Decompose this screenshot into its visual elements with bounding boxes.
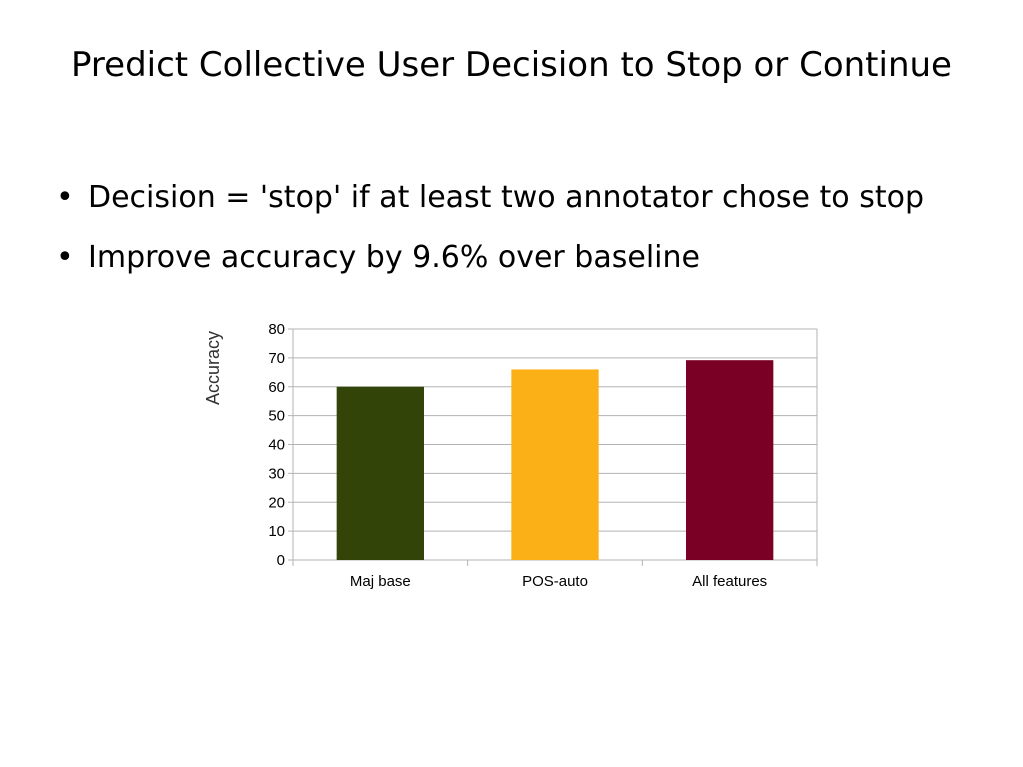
x-tick-label: Maj base xyxy=(350,573,411,590)
slide-title: Predict Collective User Decision to Stop… xyxy=(71,45,952,85)
x-tick-label: POS-auto xyxy=(522,573,588,590)
chart-svg: 0 10 20 30 40 50 60 70 80 Maj base POS-auto All fea… xyxy=(203,321,818,590)
bullet-list: • Decision = 'stop' if at least two annot… xyxy=(56,180,924,300)
y-tick-label: 40 xyxy=(268,437,285,454)
bar xyxy=(686,360,774,560)
accuracy-chart: 0 10 20 30 40 50 60 70 80 Maj base POS-auto All fea… xyxy=(195,305,835,600)
y-tick-label: 50 xyxy=(268,408,285,425)
bullet-dot-icon: • xyxy=(56,180,74,215)
bar xyxy=(336,386,424,560)
y-tick-label: 0 xyxy=(277,552,285,569)
y-axis-label: Accuracy xyxy=(203,331,223,405)
bullet-item: • Improve accuracy by 9.6% over baseline xyxy=(56,240,924,276)
x-tick-label: All features xyxy=(692,573,767,590)
y-tick-label: 70 xyxy=(268,350,285,367)
bullet-dot-icon: • xyxy=(56,240,74,275)
bar xyxy=(511,369,599,560)
y-tick-label: 10 xyxy=(268,523,285,540)
bullet-item: • Decision = 'stop' if at least two annot… xyxy=(56,180,924,216)
bullet-text: Decision = 'stop' if at least two annota… xyxy=(88,180,924,215)
bullet-text: Improve accuracy by 9.6% over baseline xyxy=(88,240,700,275)
y-tick-label: 30 xyxy=(268,465,285,482)
y-tick-label: 20 xyxy=(268,494,285,511)
y-tick-label: 60 xyxy=(268,379,285,396)
y-tick-label: 80 xyxy=(268,321,285,338)
